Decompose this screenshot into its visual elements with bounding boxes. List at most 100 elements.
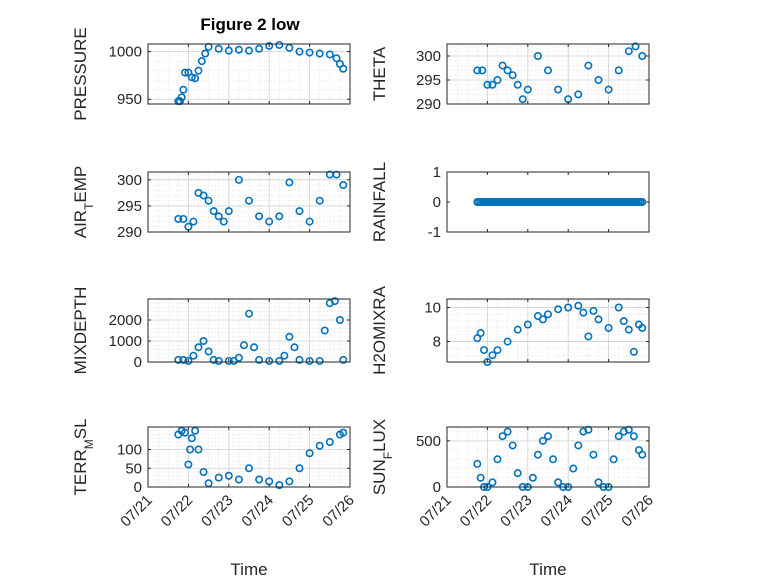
sun-flux-x-tick-label: 07/21 (416, 492, 455, 531)
h2omixra-data-point (488, 351, 497, 360)
air-temp-data-point (179, 214, 188, 223)
terr-msl-y-axis-label: TERRMSL (71, 418, 96, 495)
mixdepth-y-axis-label: MIXDEPTH (71, 287, 90, 375)
mixdepth-data-point (290, 343, 299, 352)
theta-data-point (513, 80, 522, 89)
mixdepth-data-point (184, 356, 193, 365)
sun-flux-x-tick-label: 07/23 (497, 492, 536, 531)
sun-flux-x-axis-label: Time (529, 560, 566, 579)
h2omixra-data-point (629, 347, 638, 356)
pressure-data-point (245, 46, 254, 55)
h2omixra-y-tick-label: 8 (433, 334, 441, 351)
mixdepth-data-point (250, 343, 259, 352)
terr-msl-data-point (214, 473, 223, 482)
air-temp-data-point (315, 196, 324, 205)
mixdepth-data-point (285, 332, 294, 341)
air-temp-data-point (255, 212, 264, 221)
air-temp-data-point (219, 217, 228, 226)
air-temp-plot-area (148, 172, 350, 232)
mixdepth-data-point (305, 356, 314, 365)
sun-flux-data-point (554, 478, 563, 487)
h2omixra-data-point (604, 323, 613, 332)
theta-data-point (488, 80, 497, 89)
theta-y-tick-label: 300 (416, 48, 441, 65)
air-temp-data-point (224, 207, 233, 216)
h2omixra-data-point (493, 346, 502, 355)
h2omixra-data-point (614, 303, 623, 312)
pressure-plot-area (148, 44, 350, 104)
air-temp-data-point (199, 191, 208, 200)
panel-rainfall: -1 0 1 RAINFALL (370, 162, 650, 242)
sun-flux-data-point (543, 432, 552, 441)
terr-msl-data-point (191, 426, 200, 435)
rainfall-y-tick-label: 1 (433, 164, 441, 181)
air-temp-data-point (189, 217, 198, 226)
mixdepth-axes-box (147, 298, 351, 363)
mixdepth-data-point (280, 351, 289, 360)
pressure-data-point (201, 49, 210, 58)
pressure-data-point (325, 50, 334, 59)
mixdepth-data-point (199, 336, 208, 345)
sun-flux-data-point (594, 478, 603, 487)
panel-h2omixra: 8 10 H2OMIXRA (370, 285, 650, 375)
air-temp-data-point (285, 178, 294, 187)
terr-msl-data-point (187, 434, 196, 443)
theta-data-point (624, 47, 633, 56)
terr-msl-x-tick-label: 07/25 (279, 492, 318, 531)
air-temp-data-point (332, 170, 341, 179)
theta-axes-box (446, 43, 650, 105)
mixdepth-data-point (189, 351, 198, 360)
theta-data-point (498, 61, 507, 70)
h2omixra-data-point (638, 323, 647, 332)
air-temp-data-point (209, 207, 218, 216)
mixdepth-data-point (234, 353, 243, 362)
terr-msl-data-point (186, 445, 195, 454)
mixdepth-data-point (339, 355, 348, 364)
terr-msl-x-tick-label: 07/23 (198, 492, 237, 531)
terr-msl-y-tick-label: 50 (125, 460, 142, 477)
pressure-data-point (285, 43, 294, 52)
panel-sun-flux: 07/21 07/22 07/23 07/24 07/25 07/26 0 500 SUNFLU… (370, 419, 657, 579)
pressure-data-point (305, 48, 314, 57)
terr-msl-y-tick-label: 0 (134, 479, 142, 496)
terr-msl-data-point (184, 460, 193, 469)
sun-flux-data-point (528, 473, 537, 482)
theta-data-point (478, 66, 487, 75)
h2omixra-axes-box (446, 298, 650, 363)
theta-data-point (518, 95, 527, 104)
pressure-data-point (194, 66, 203, 75)
sun-flux-data-point (638, 450, 647, 459)
sun-flux-data-point (589, 450, 598, 459)
terr-msl-data-point (181, 428, 190, 437)
sun-flux-data-point (503, 427, 512, 436)
h2omixra-data-point (574, 301, 583, 310)
air-temp-data-point (204, 196, 213, 205)
pressure-data-point (181, 68, 190, 77)
air-temp-y-axis-label: AIRTEMP (71, 166, 96, 239)
terr-msl-y-tick-label: 100 (117, 442, 142, 459)
air-temp-data-point (245, 196, 254, 205)
theta-data-point (523, 85, 532, 94)
mixdepth-data-point (320, 326, 329, 335)
h2omixra-data-point (513, 325, 522, 334)
air-temp-data-point (214, 212, 223, 221)
terr-msl-data-point (234, 475, 243, 484)
sun-flux-data-point (614, 432, 623, 441)
terr-msl-data-point (339, 428, 348, 437)
theta-data-point (483, 80, 492, 89)
sun-flux-data-point (538, 436, 547, 445)
h2omixra-data-point (538, 315, 547, 324)
theta-data-point (594, 76, 603, 85)
terr-msl-x-tick-label: 07/22 (158, 492, 197, 531)
theta-data-point (554, 85, 563, 94)
sun-flux-data-point (513, 469, 522, 478)
mixdepth-data-point (295, 355, 304, 364)
terr-msl-x-tick-label: 07/26 (319, 492, 358, 531)
figure-title: Figure 2 low (200, 15, 300, 34)
sun-flux-data-point (609, 455, 618, 464)
mixdepth-y-tick-label: 0 (134, 354, 142, 371)
sun-flux-x-tick-label: 07/24 (537, 492, 576, 531)
pressure-data-point (191, 74, 200, 83)
